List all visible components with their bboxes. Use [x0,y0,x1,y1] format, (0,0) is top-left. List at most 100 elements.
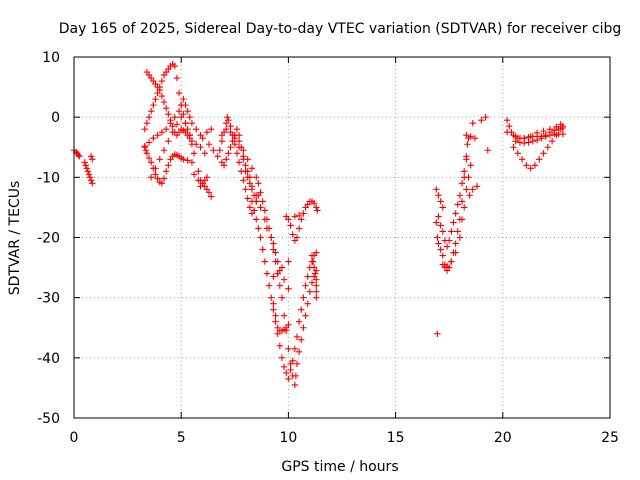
series-seg-o [433,135,472,337]
data-point [235,159,243,166]
data-point [261,207,269,214]
data-point [248,198,256,205]
data-point [435,192,442,199]
data-point [233,150,241,157]
data-point [313,288,320,295]
data-point [285,321,292,328]
data-point [235,138,243,145]
x-tick-label: 25 [601,430,619,446]
data-point [439,204,446,211]
x-tick-label: 20 [494,430,512,446]
data-point [506,122,513,130]
data-point [464,141,471,148]
data-point [188,159,196,166]
data-point [484,147,491,154]
data-point [463,153,470,160]
data-point [531,162,539,169]
data-point [540,150,547,157]
data-point [160,98,168,106]
data-point [291,381,299,389]
data-point [553,123,560,130]
data-point [270,273,277,280]
data-point [152,95,159,103]
data-point [448,228,455,235]
x-axis-label: GPS time / hours [281,459,398,475]
series-seg-f [190,171,211,190]
data-point [205,189,213,196]
data-point [469,119,476,127]
data-point [308,279,316,286]
data-point [551,127,558,134]
data-point [473,183,481,190]
data-point [287,222,294,229]
series-seg-j [231,132,320,389]
data-point [458,216,466,223]
data-point [446,237,453,244]
data-point [533,129,541,137]
data-point [81,159,88,166]
data-point [242,162,249,169]
data-point [283,369,290,377]
data-point [152,165,159,172]
data-point [154,132,161,139]
data-point [478,116,485,124]
data-point [270,306,277,313]
data-point [193,126,200,133]
y-axis-label: SDTVAR / TECUs [7,181,23,296]
data-point [310,264,318,271]
data-point [313,294,320,301]
data-point [306,288,314,295]
data-point [525,139,532,146]
data-point [184,107,191,115]
data-point [197,144,204,151]
data-point [463,132,470,139]
series-seg-n [308,252,320,301]
data-point [542,132,549,139]
data-point [223,126,230,133]
data-point [454,228,461,235]
data-point [437,246,444,253]
data-point [285,345,292,353]
data-point [278,294,286,301]
data-point [452,240,459,247]
data-point [231,132,238,139]
data-point [310,200,318,207]
x-tick-label: 0 [70,430,79,446]
data-point [435,240,442,247]
data-point [218,138,226,145]
data-point [76,153,83,160]
data-point [190,171,198,178]
series-seg-r [463,113,491,199]
data-point [293,333,301,340]
data-point [156,156,163,163]
series-seg-p [437,141,471,250]
chart-title: Day 165 of 2025, Sidereal Day-to-day VTE… [59,21,622,37]
data-point [171,113,178,121]
data-point [285,285,292,292]
data-point [529,138,537,145]
data-point [437,198,444,205]
data-point [293,360,301,368]
data-point [227,122,234,130]
data-point [313,249,320,256]
series-seg-c [141,61,196,148]
data-point [180,156,187,163]
data-point [298,216,305,223]
series-seg-t [510,122,567,172]
data-point [208,193,215,200]
data-point [302,312,309,319]
data-point [268,234,275,241]
data-point [201,150,208,157]
data-points [70,61,567,389]
series-seg-m [283,198,321,244]
data-point [225,116,232,124]
data-point [516,139,524,146]
data-point [216,147,223,154]
data-point [263,216,271,223]
data-point [156,83,163,91]
data-point [253,216,260,223]
data-point [452,210,459,217]
data-point [471,135,479,142]
data-point [182,101,189,109]
